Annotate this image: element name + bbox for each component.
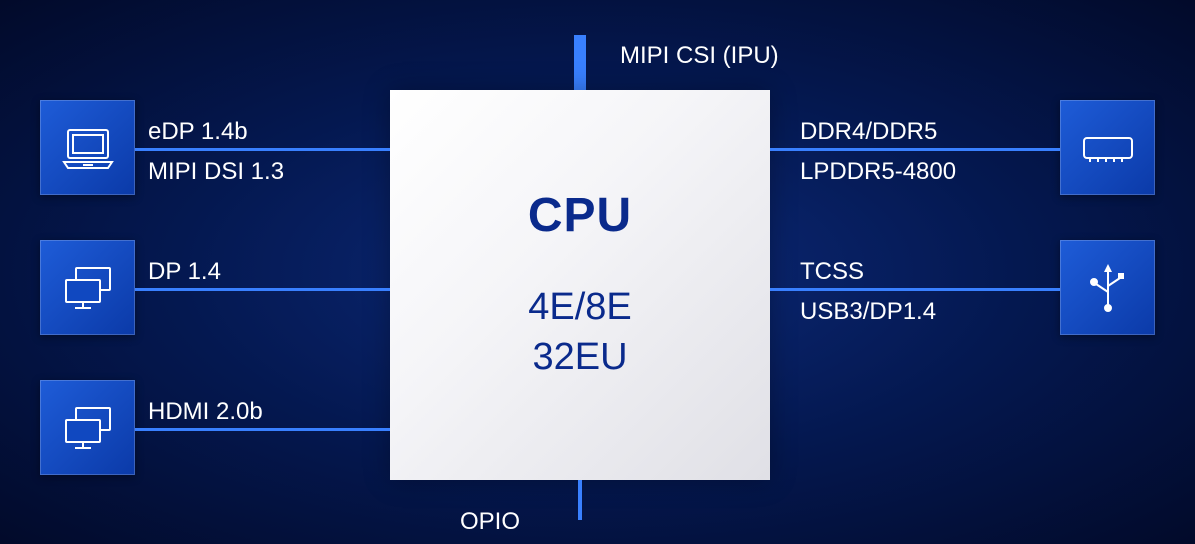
ram-icon [1078,118,1138,178]
opio-label: OPIO [460,508,520,536]
cpu-title: CPU [528,188,632,243]
dual-monitor-icon [58,258,118,318]
dual-monitor-icon [58,398,118,458]
ddr-label: DDR4/DDR5 [800,118,937,146]
dual-monitor-icon-box-2 [40,380,135,475]
usb3-label: USB3/DP1.4 [800,298,936,326]
tcss-connector [770,288,1060,291]
hdmi-connector [135,428,390,431]
usb-icon [1078,258,1138,318]
cpu-spec-line2: 32EU [528,333,632,382]
ram-icon-box [1060,100,1155,195]
laptop-icon-box [40,100,135,195]
edp-label: eDP 1.4b [148,118,248,146]
dp-connector [135,288,390,291]
mipi-csi-label: MIPI CSI (IPU) [620,42,779,70]
lpddr-label: LPDDR5-4800 [800,158,956,186]
ddr-connector [770,148,1060,151]
hdmi-label: HDMI 2.0b [148,398,263,426]
mipi-dsi-label: MIPI DSI 1.3 [148,158,284,186]
tcss-label: TCSS [800,258,864,286]
cpu-spec: 4E/8E 32EU [528,283,632,382]
cpu-block: CPU 4E/8E 32EU [390,90,770,480]
edp-connector [135,148,390,151]
cpu-block-diagram: MIPI CSI (IPU) CPU 4E/8E 32EU eDP 1.4b M… [0,0,1195,544]
laptop-icon [58,118,118,178]
cpu-spec-line1: 4E/8E [528,283,632,332]
dual-monitor-icon-box [40,240,135,335]
opio-notch [574,480,586,520]
dp-label: DP 1.4 [148,258,221,286]
mipi-csi-notch [574,35,586,90]
usb-icon-box [1060,240,1155,335]
